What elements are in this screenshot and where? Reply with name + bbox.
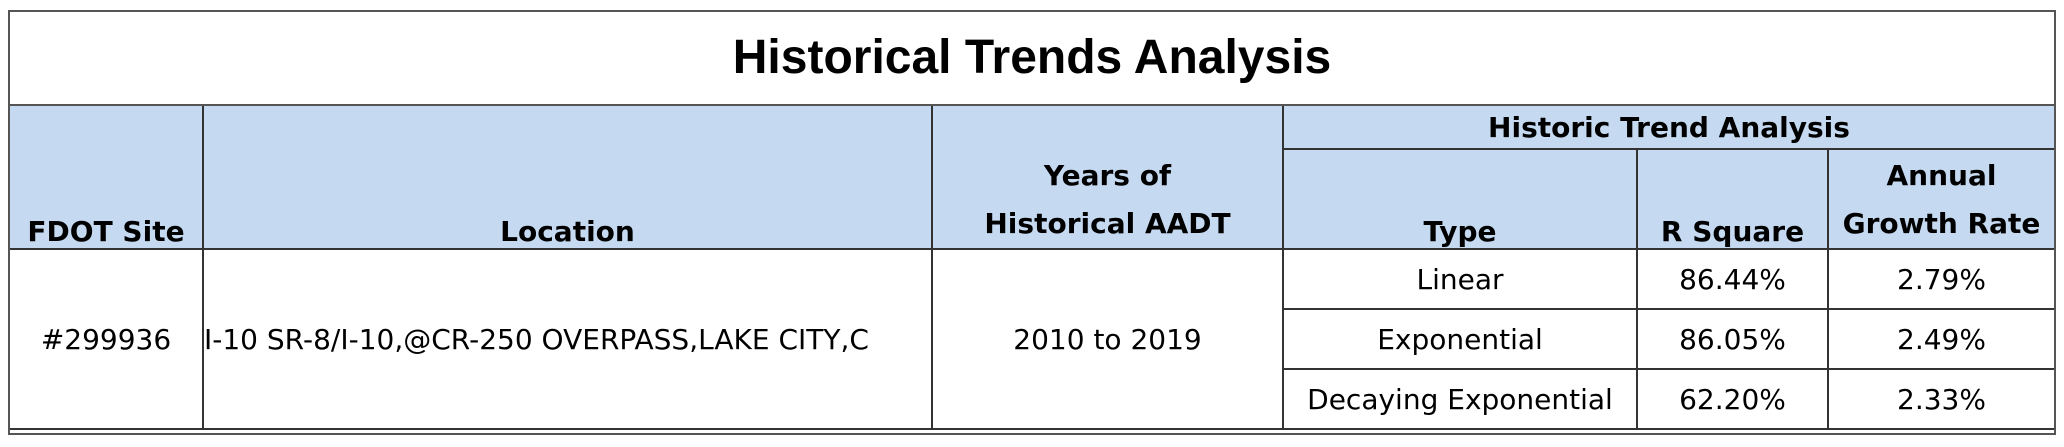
cell-site: #299936 <box>10 248 204 430</box>
header-historic-trend-group: Historic Trend Analysis <box>1282 106 2054 150</box>
header-annual-growth: Annual Growth Rate <box>1827 148 2054 250</box>
cell-r-square: 86.05% <box>1636 308 1829 370</box>
cell-location: I-10 SR-8/I-10,@CR-250 OVERPASS,LAKE CIT… <box>202 248 933 430</box>
trend-table-frame: Historical Trends Analysis FDOT Site Loc… <box>8 10 2056 435</box>
table-title: Historical Trends Analysis <box>10 12 2054 106</box>
header-years: Years of Historical AADT <box>931 106 1284 250</box>
cell-growth-rate: 2.49% <box>1827 308 2054 370</box>
cell-growth-rate: 2.33% <box>1827 368 2054 430</box>
cell-r-square: 62.20% <box>1636 368 1829 430</box>
header-type: Type <box>1283 148 1638 250</box>
cell-type: Exponential <box>1283 308 1638 370</box>
header-fdot-site: FDOT Site <box>10 106 204 250</box>
table-row: Decaying Exponential 62.20% 2.33% <box>10 368 2054 430</box>
cell-growth-rate: 2.79% <box>1827 248 2054 310</box>
table-row: Exponential 86.05% 2.49% <box>10 308 2054 370</box>
cell-type: Linear <box>1282 248 1638 310</box>
cell-years: 2010 to 2019 <box>931 248 1284 430</box>
header-years-line2: Historical AADT <box>984 207 1231 240</box>
header-growth-line1: Annual <box>1886 159 1997 192</box>
header-r-square: R Square <box>1636 148 1829 250</box>
header-growth-line2: Growth Rate <box>1842 207 2041 240</box>
historical-trends-table: FDOT Site Location Years of Historical A… <box>10 106 2054 430</box>
table-row: #299936 I-10 SR-8/I-10,@CR-250 OVERPASS,… <box>10 248 2054 430</box>
cell-r-square: 86.44% <box>1636 248 1829 310</box>
header-location: Location <box>202 106 933 250</box>
cell-type: Decaying Exponential <box>1283 368 1638 430</box>
header-years-line1: Years of <box>1043 159 1172 192</box>
